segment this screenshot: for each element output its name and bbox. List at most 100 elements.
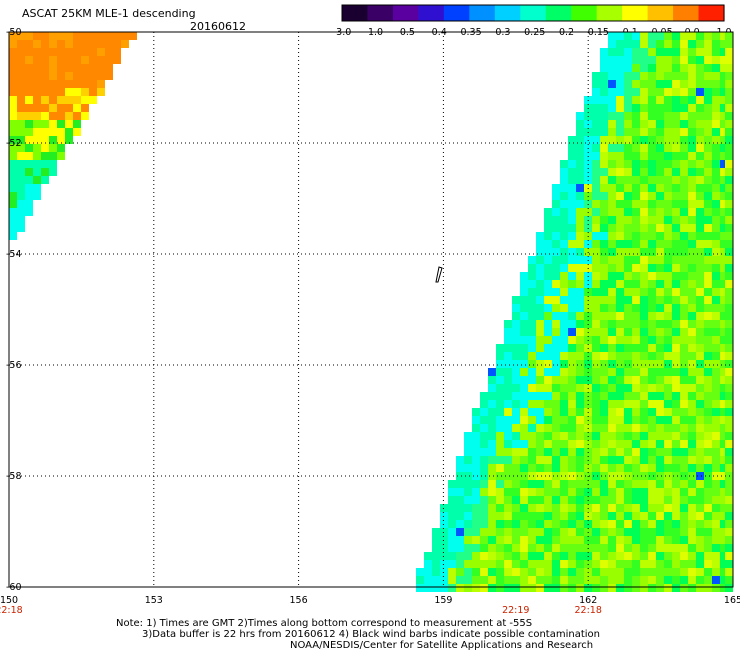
data-cell (568, 144, 576, 152)
data-cell (680, 104, 688, 112)
data-cell (640, 248, 648, 256)
data-cell (624, 288, 632, 296)
data-cell (33, 80, 41, 88)
data-cell (704, 200, 712, 208)
data-cell (664, 336, 672, 344)
data-cell (632, 400, 640, 408)
data-cell (33, 152, 41, 160)
data-cell (592, 440, 600, 448)
data-cell (640, 480, 648, 488)
data-cell (712, 32, 720, 40)
data-cell (49, 112, 57, 120)
data-cell (576, 440, 584, 448)
data-cell (624, 280, 632, 288)
data-cell (720, 96, 728, 104)
data-cell (640, 280, 648, 288)
data-cell (33, 160, 41, 168)
data-cell (696, 496, 704, 504)
data-cell (688, 208, 696, 216)
data-cell (688, 120, 696, 128)
data-cell (688, 264, 696, 272)
data-cell (568, 328, 576, 336)
data-cell (656, 408, 664, 416)
data-cell (725, 32, 733, 40)
data-cell (33, 192, 41, 200)
data-cell (512, 512, 520, 520)
data-cell (688, 104, 696, 112)
data-cell (49, 40, 57, 48)
data-cell (488, 400, 496, 408)
data-cell (464, 456, 472, 464)
data-cell (712, 512, 720, 520)
data-cell (504, 392, 512, 400)
data-cell (624, 552, 632, 560)
data-cell (664, 184, 672, 192)
data-cell (632, 240, 640, 248)
data-cell (544, 456, 552, 464)
data-cell (664, 72, 672, 80)
data-cell (560, 232, 568, 240)
data-cell (712, 584, 720, 592)
data-cell (552, 496, 560, 504)
data-cell (464, 552, 472, 560)
data-cell (616, 496, 624, 504)
data-cell (57, 104, 65, 112)
data-cell (624, 224, 632, 232)
data-cell (504, 568, 512, 576)
plot-frame (8, 31, 734, 588)
data-cell (592, 72, 600, 80)
data-cell (520, 344, 528, 352)
data-cell (672, 344, 680, 352)
data-cell (696, 80, 704, 88)
data-cell (560, 240, 568, 248)
data-cell (568, 272, 576, 280)
data-cell (680, 584, 688, 592)
data-cell (504, 384, 512, 392)
data-cell (640, 336, 648, 344)
data-cell (528, 568, 536, 576)
data-cell (512, 400, 520, 408)
data-cell (696, 392, 704, 400)
data-cell (608, 464, 616, 472)
data-cell (672, 392, 680, 400)
data-cell (632, 56, 640, 64)
data-cell (33, 120, 41, 128)
data-cell (49, 96, 57, 104)
data-cell (456, 472, 464, 480)
data-cell (448, 576, 456, 584)
data-cell (688, 280, 696, 288)
data-cell (624, 432, 632, 440)
data-cell (632, 312, 640, 320)
data-cell (712, 56, 720, 64)
data-cell (656, 264, 664, 272)
data-cell (544, 272, 552, 280)
data-cell (600, 176, 608, 184)
data-cell (536, 320, 544, 328)
data-cell (25, 40, 33, 48)
data-cell (632, 392, 640, 400)
note-line-2: 3)Data buffer is 22 hrs from 20160612 4)… (142, 629, 600, 640)
data-cell (704, 96, 712, 104)
data-cell (560, 224, 568, 232)
data-cell (640, 384, 648, 392)
data-cell (720, 128, 728, 136)
data-cell (712, 392, 720, 400)
data-cell (712, 560, 720, 568)
time-label: 22:18 (575, 605, 602, 616)
data-cell (600, 552, 608, 560)
data-cell (648, 536, 656, 544)
data-cell (672, 104, 680, 112)
data-cell (672, 416, 680, 424)
data-cell (504, 424, 512, 432)
data-cell (656, 456, 664, 464)
data-cell (520, 576, 528, 584)
data-cell (680, 328, 688, 336)
data-cell (552, 344, 560, 352)
data-cell (640, 488, 648, 496)
data-cell (688, 408, 696, 416)
data-cell (520, 376, 528, 384)
data-cell (624, 296, 632, 304)
data-cell (520, 368, 528, 376)
data-cell (648, 472, 656, 480)
data-cell (512, 304, 520, 312)
